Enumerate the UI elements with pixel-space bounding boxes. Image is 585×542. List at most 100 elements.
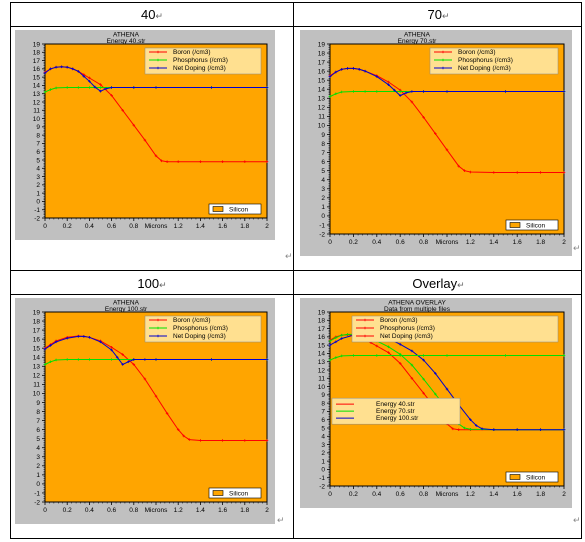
legend-label: Phosphorus (/cm3) — [173, 325, 228, 332]
y-tick-label: 6 — [36, 427, 40, 434]
plot-area — [329, 43, 565, 235]
x-tick-label: 2 — [265, 223, 269, 230]
y-tick-label: 15 — [33, 345, 41, 352]
y-tick-label: 2 — [321, 450, 325, 457]
y-tick-label: 7 — [36, 141, 40, 148]
series-line-3 — [329, 355, 564, 361]
x-axis-label: Microns — [436, 239, 460, 246]
x-tick-label: 0.6 — [107, 507, 116, 514]
y-tick-label: 19 — [318, 309, 326, 316]
legend-label: Net Doping (/cm3) — [173, 65, 226, 72]
y-tick-label: -2 — [319, 483, 325, 490]
y-tick-label: 12 — [33, 373, 41, 380]
material-swatch — [509, 474, 521, 480]
y-tick-label: 1 — [36, 472, 40, 479]
x-tick-label: 0 — [43, 507, 47, 514]
return-mark: ↵ — [573, 243, 581, 253]
y-tick-label: 4 — [321, 434, 325, 441]
x-tick-label: 1.4 — [489, 239, 498, 246]
y-tick-label: -2 — [34, 215, 40, 222]
x-tick-label: 0.8 — [129, 507, 138, 514]
x-tick-label: 1.2 — [174, 507, 183, 514]
y-tick-label: 16 — [33, 66, 41, 73]
y-tick-label: 12 — [318, 105, 326, 112]
legend-label: Net Doping (/cm3) — [173, 333, 226, 340]
y-tick-label: 18 — [33, 318, 41, 325]
x-tick-label: 0 — [43, 223, 47, 230]
y-tick-label: 7 — [321, 409, 325, 416]
cell-header-40: 40↵ — [140, 7, 163, 22]
x-tick-label: 0.2 — [349, 491, 358, 498]
x-tick-label: 0.2 — [349, 239, 358, 246]
y-tick-label: 18 — [33, 50, 41, 57]
y-tick-label: 15 — [318, 77, 326, 84]
return-mark: ↵ — [285, 251, 293, 261]
x-tick-label: 1.4 — [489, 491, 498, 498]
y-tick-label: 2 — [36, 182, 40, 189]
y-tick-label: 0 — [36, 199, 40, 206]
y-tick-label: 9 — [321, 132, 325, 139]
y-tick-label: 10 — [318, 123, 326, 130]
legend-label: Boron (/cm3) — [458, 49, 496, 56]
y-tick-label: 2 — [36, 463, 40, 470]
y-tick-label: 14 — [318, 87, 326, 94]
y-tick-label: 9 — [321, 392, 325, 399]
y-tick-label: 6 — [321, 159, 325, 166]
y-tick-label: 5 — [36, 436, 40, 443]
chart-subtitle: Data from multiple files — [384, 306, 451, 313]
y-tick-label: 19 — [318, 41, 326, 48]
y-tick-label: 8 — [36, 132, 40, 139]
x-axis-label: Microns — [436, 491, 460, 498]
x-tick-label: 0.4 — [85, 507, 94, 514]
y-tick-label: 15 — [318, 342, 326, 349]
legend-label: Boron (/cm3) — [173, 317, 211, 324]
y-tick-label: 9 — [36, 400, 40, 407]
y-tick-label: 1 — [36, 190, 40, 197]
energy-legend-label: Energy 70.str — [376, 408, 415, 415]
figure-table: 40↵ 70↵ 100↵ Overlay↵ ATHENA Energy 40.st… — [10, 2, 582, 539]
legend-label: Boron (/cm3) — [173, 49, 211, 56]
legend-box — [351, 315, 559, 343]
legend-label: Net Doping (/cm3) — [380, 333, 433, 340]
x-tick-label: 1.2 — [174, 223, 183, 230]
y-tick-label: 11 — [33, 108, 40, 115]
y-tick-label: -2 — [34, 499, 40, 506]
x-tick-label: 1.6 — [218, 507, 227, 514]
table-divider-middle — [11, 270, 581, 271]
y-tick-label: 3 — [321, 442, 325, 449]
chart-title: ATHENA — [113, 300, 140, 307]
x-tick-label: 1.2 — [466, 239, 475, 246]
y-tick-label: 13 — [33, 91, 41, 98]
y-tick-label: 16 — [318, 334, 326, 341]
y-tick-label: -1 — [319, 222, 325, 229]
y-tick-label: 7 — [36, 418, 40, 425]
x-tick-label: 0.6 — [396, 491, 405, 498]
x-tick-label: 0.6 — [396, 239, 405, 246]
x-tick-label: 0.2 — [63, 507, 72, 514]
x-tick-label: 0.8 — [419, 239, 428, 246]
y-tick-label: 17 — [33, 327, 41, 334]
x-tick-label: 0 — [328, 491, 332, 498]
x-tick-label: 1.8 — [536, 239, 545, 246]
legend-label: Boron (/cm3) — [380, 317, 418, 324]
legend-label: Net Doping (/cm3) — [458, 65, 511, 72]
x-tick-label: 0.8 — [129, 223, 138, 230]
x-tick-label: 0.4 — [372, 491, 381, 498]
x-tick-label: 2 — [562, 491, 566, 498]
y-tick-label: 4 — [36, 166, 40, 173]
y-tick-label: 11 — [33, 382, 40, 389]
y-tick-label: 6 — [321, 417, 325, 424]
material-legend-box — [505, 219, 559, 231]
y-tick-label: 13 — [318, 96, 326, 103]
x-tick-label: 1.8 — [240, 223, 249, 230]
y-tick-label: 14 — [318, 351, 326, 358]
y-tick-label: 0 — [36, 481, 40, 488]
x-tick-label: 0.6 — [107, 223, 116, 230]
return-mark: ↵ — [277, 515, 285, 525]
legend-label: Phosphorus (/cm3) — [380, 325, 435, 332]
y-tick-label: 3 — [36, 174, 40, 181]
y-tick-label: 19 — [33, 309, 41, 316]
return-mark: ↵ — [573, 515, 581, 525]
